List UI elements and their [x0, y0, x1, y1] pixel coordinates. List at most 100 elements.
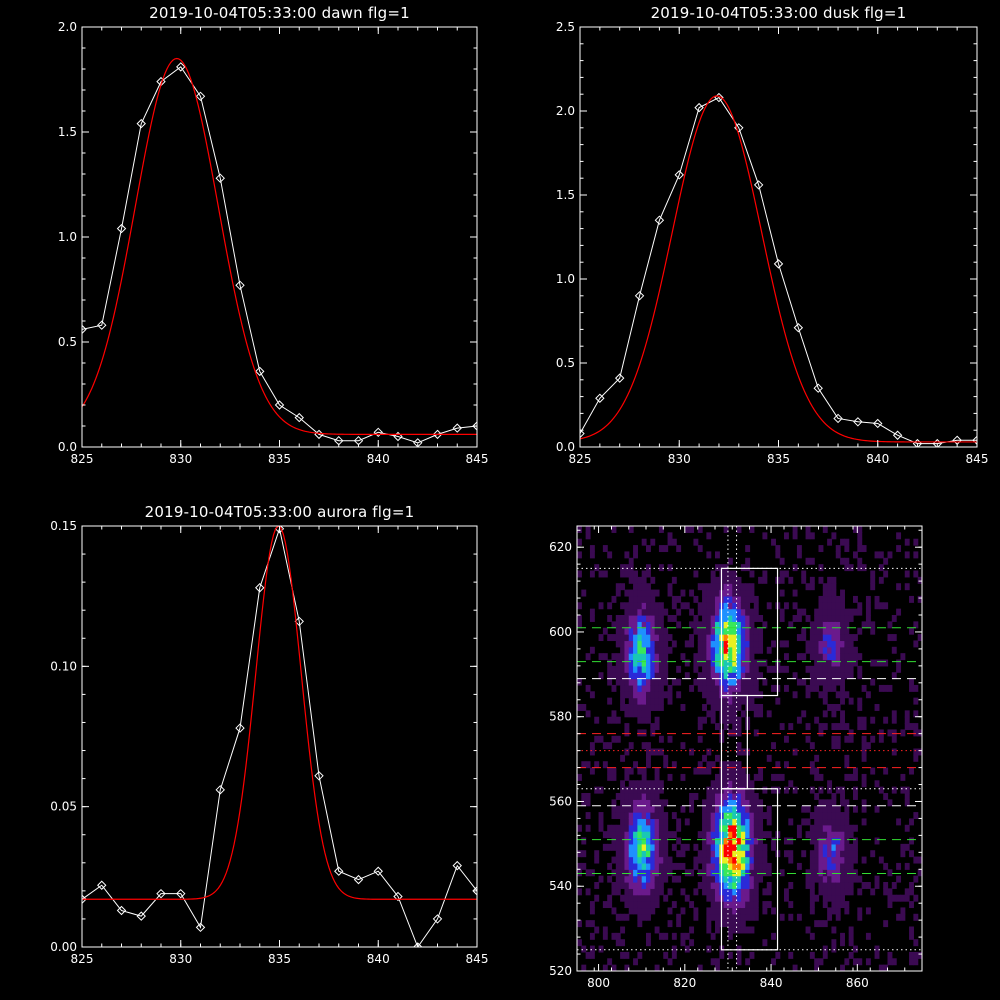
x-tick-label: 845 [966, 452, 989, 466]
data-point [393, 891, 403, 902]
data-point [654, 215, 665, 225]
y-tick-label: 1.5 [58, 125, 77, 139]
data-point [472, 421, 477, 431]
chart-panel-3: 2019-10-04T05:33:00 aurora flg=1 825 830 83… [50, 503, 488, 966]
data-point [136, 911, 146, 921]
data-point [373, 427, 383, 438]
x-tick-label: 825 [71, 452, 94, 466]
x-tick-label: 825 [71, 952, 94, 966]
x-tick-label: 840 [866, 452, 889, 466]
data-line [580, 96, 977, 445]
x-tick-label: 825 [569, 452, 592, 466]
plot-area [577, 526, 922, 971]
data-point [373, 866, 383, 876]
x-tick-label: 860 [846, 976, 869, 990]
data-point [432, 914, 443, 924]
data-point [235, 723, 245, 733]
y-tick-label: 540 [549, 879, 572, 893]
x-tick-label: 830 [169, 452, 192, 466]
data-point [255, 366, 265, 377]
data-point [773, 259, 784, 269]
data-point [235, 280, 245, 291]
data-line [82, 66, 477, 444]
x-tick-label: 835 [268, 452, 291, 466]
y-tick-label: 0.10 [50, 659, 77, 673]
y-tick-label: 0.15 [50, 519, 77, 533]
data-point [215, 173, 225, 183]
data-point [833, 413, 843, 424]
data-point [694, 102, 704, 113]
data-point [97, 880, 107, 890]
data-point [580, 428, 585, 439]
y-tick-label: 520 [549, 964, 572, 978]
plot-area [82, 57, 477, 447]
data-point [353, 874, 364, 885]
y-tick-label: 620 [549, 540, 572, 554]
y-tick-label: 580 [549, 710, 572, 724]
data-point [82, 324, 87, 335]
region-box-0 [720, 567, 779, 697]
x-tick-label: 840 [367, 952, 390, 966]
data-point [853, 417, 863, 427]
data-point [793, 323, 804, 333]
data-point [215, 785, 225, 795]
data-point [452, 423, 462, 433]
y-tick-label: 1.0 [556, 272, 575, 286]
data-point [892, 430, 903, 440]
chart-panel-2: 2019-10-04T05:33:00 dusk flg=1 825 830 835 8… [556, 4, 989, 466]
data-point [116, 223, 127, 234]
y-tick-label: 560 [549, 794, 572, 808]
x-tick-label: 835 [767, 452, 790, 466]
data-point [195, 91, 206, 102]
x-tick-label: 845 [466, 452, 489, 466]
data-point [176, 888, 186, 899]
data-point [334, 866, 344, 876]
data-point [413, 942, 423, 947]
data-point [873, 418, 883, 429]
chart-panel-4: 800 820 840 860 520 540 560 580 600 620 [549, 525, 923, 990]
x-tick-label: 800 [587, 976, 610, 990]
data-point [314, 771, 324, 781]
chart-title: 2019-10-04T05:33:00 dawn flg=1 [149, 4, 410, 22]
data-point [472, 886, 477, 896]
data-point [813, 383, 823, 393]
x-tick-label: 835 [268, 952, 291, 966]
y-tick-label: 0.05 [50, 800, 77, 814]
data-point [195, 922, 206, 933]
region-box-2 [720, 788, 779, 951]
y-tick-label: 600 [549, 625, 572, 639]
heatmap-cells [577, 526, 922, 971]
fit-curve [82, 57, 477, 435]
chart-panel-1: 2019-10-04T05:33:00 dawn flg=1 825 830 835 8… [58, 4, 489, 466]
data-point [176, 62, 186, 72]
data-point [634, 291, 645, 301]
x-tick-label: 830 [668, 452, 691, 466]
y-tick-label: 2.0 [556, 104, 575, 118]
data-point [255, 583, 265, 593]
x-tick-label: 845 [466, 952, 489, 966]
y-tick-label: 2.5 [556, 20, 575, 34]
data-point [97, 320, 107, 330]
data-point [294, 412, 304, 423]
y-tick-label: 0.5 [58, 335, 77, 349]
data-point [614, 373, 625, 383]
y-tick-label: 1.5 [556, 188, 575, 202]
data-point [274, 400, 285, 410]
x-tick-label: 830 [169, 952, 192, 966]
chart-title: 2019-10-04T05:33:00 dusk flg=1 [651, 4, 907, 22]
data-point [294, 616, 304, 627]
x-tick-label: 820 [673, 976, 696, 990]
x-tick-label: 840 [367, 452, 390, 466]
x-tick-label: 840 [760, 976, 783, 990]
y-tick-label: 0.5 [556, 356, 575, 370]
data-point [972, 435, 977, 445]
data-point [595, 393, 605, 403]
fit-curve [580, 95, 977, 443]
data-point [156, 888, 166, 899]
data-point [116, 905, 127, 916]
y-tick-label: 0.00 [50, 940, 77, 954]
y-tick-label: 0.0 [556, 440, 575, 454]
data-point [432, 429, 443, 440]
y-tick-label: 2.0 [58, 20, 77, 34]
